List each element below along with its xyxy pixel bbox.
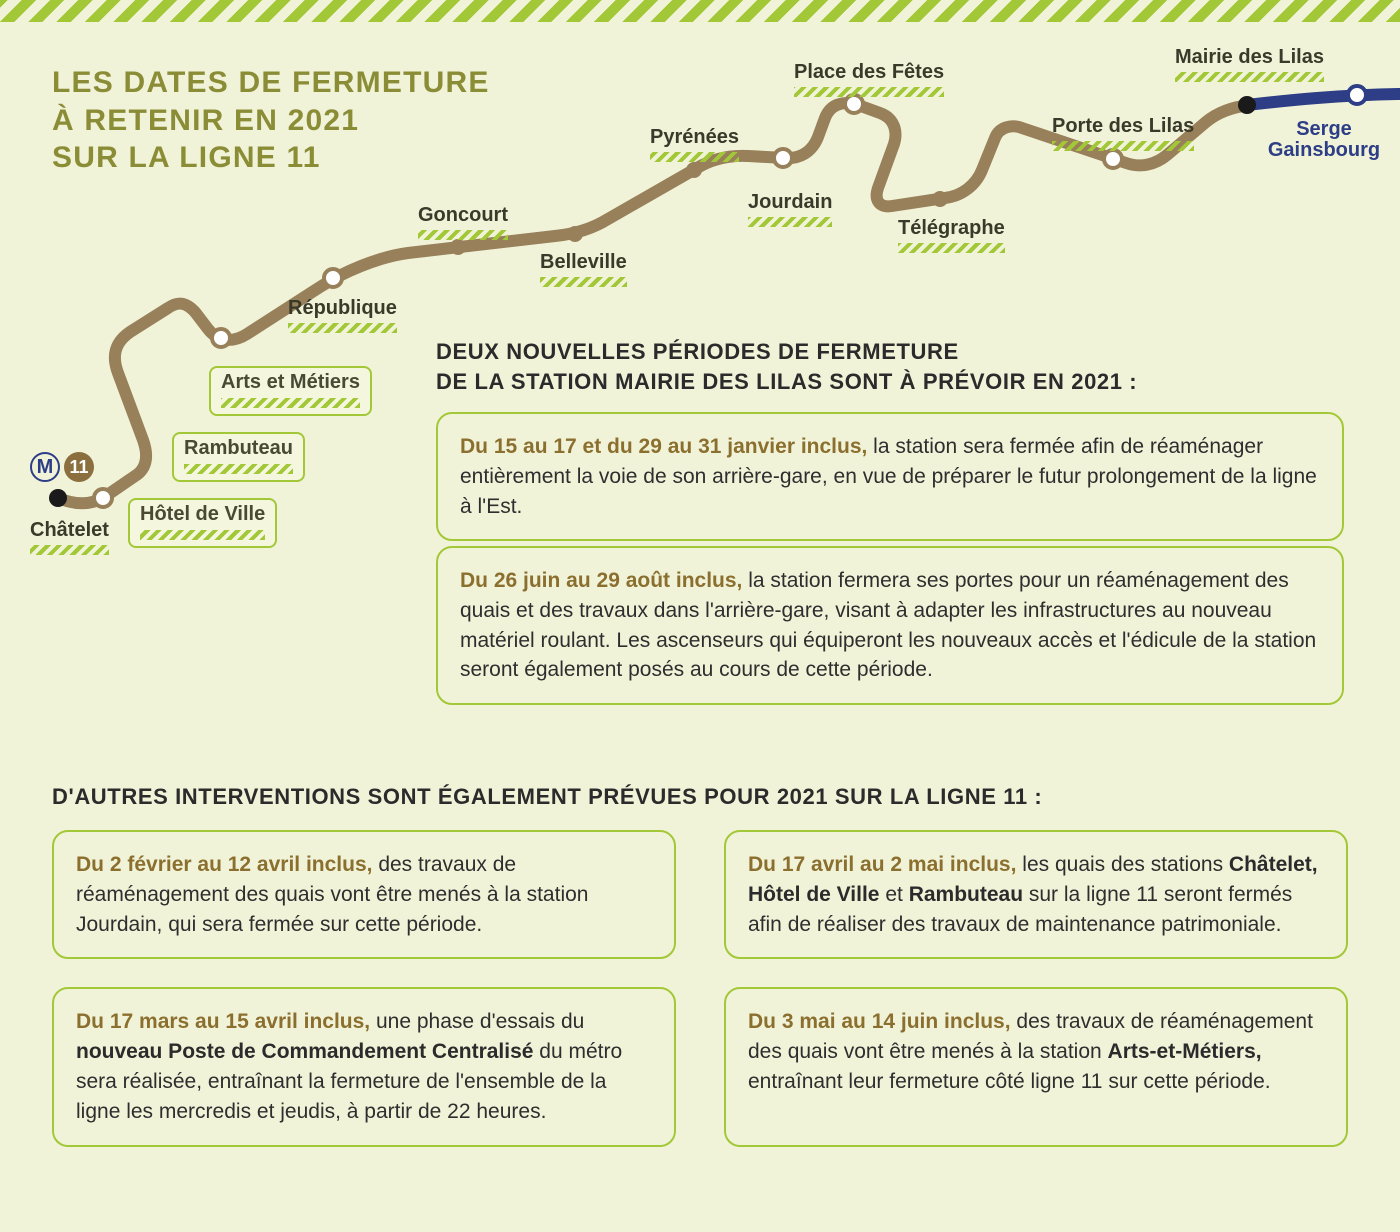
station-dot <box>94 489 112 507</box>
notice-date: Du 17 mars au 15 avril inclus, <box>76 1010 370 1033</box>
station-dot <box>49 489 67 507</box>
station-label: Belleville <box>540 252 627 287</box>
heading-closures-mairie: DEUX NOUVELLES PÉRIODES DE FERMETUREDE L… <box>436 337 1336 396</box>
station-label: Mairie des Lilas <box>1175 47 1324 82</box>
station-label: Serge Gainsbourg <box>1248 119 1400 161</box>
metro-line-badge: M 11 <box>30 452 94 482</box>
station-dot <box>324 269 342 287</box>
notice-box: Du 3 mai au 14 juin inclus, des travaux … <box>724 987 1348 1146</box>
station-label: Télégraphe <box>898 218 1005 253</box>
title-line-2: À RETENIR EN 2021 <box>52 104 359 137</box>
station-dot <box>1348 86 1366 104</box>
notices-grid: Du 2 février au 12 avril inclus, des tra… <box>52 830 1348 1147</box>
station-label: Porte des Lilas <box>1052 116 1194 151</box>
notice-summer: Du 26 juin au 29 août inclus, la station… <box>436 546 1344 705</box>
notice-box: Du 17 mars au 15 avril inclus, une phase… <box>52 987 676 1146</box>
notice-date: Du 15 au 17 et du 29 au 31 janvier inclu… <box>460 435 867 458</box>
title-line-3: SUR LA LIGNE 11 <box>52 141 321 174</box>
notice-date: Du 2 février au 12 avril inclus, <box>76 853 372 876</box>
station-label: Arts et Métiers <box>209 366 372 416</box>
station-label: Place des Fêtes <box>794 62 944 97</box>
station-label: Hôtel de Ville <box>128 498 277 548</box>
station-label: Jourdain <box>748 192 832 227</box>
station-label: Châtelet <box>30 520 109 555</box>
station-dot <box>567 226 583 242</box>
station-label: Pyrénées <box>650 127 739 162</box>
station-dot <box>1104 150 1122 168</box>
notice-box: Du 17 avril au 2 mai inclus, les quais d… <box>724 830 1348 959</box>
station-label: République <box>288 298 397 333</box>
metro-icon: M <box>30 452 60 482</box>
station-dot <box>450 239 466 255</box>
station-dot <box>1238 96 1256 114</box>
notice-box: Du 2 février au 12 avril inclus, des tra… <box>52 830 676 959</box>
line-number-badge: 11 <box>64 452 94 482</box>
station-dot <box>774 149 792 167</box>
notice-date: Du 26 juin au 29 août inclus, <box>460 569 742 592</box>
notice-date: Du 3 mai au 14 juin inclus, <box>748 1010 1011 1033</box>
notice-january: Du 15 au 17 et du 29 au 31 janvier inclu… <box>436 412 1344 541</box>
notice-date: Du 17 avril au 2 mai inclus, <box>748 853 1016 876</box>
station-label: Rambuteau <box>172 432 305 482</box>
title-line-1: LES DATES DE FERMETURE <box>52 66 490 99</box>
station-dot <box>932 191 948 207</box>
page-title: LES DATES DE FERMETURE À RETENIR EN 2021… <box>52 64 490 177</box>
station-dot <box>686 162 702 178</box>
station-dot <box>212 329 230 347</box>
station-dot <box>845 95 863 113</box>
heading-other-interventions: D'AUTRES INTERVENTIONS SONT ÉGALEMENT PR… <box>52 782 1352 812</box>
station-label: Goncourt <box>418 205 508 240</box>
line-path-extension <box>1247 94 1400 105</box>
top-hatch-border <box>0 0 1400 22</box>
